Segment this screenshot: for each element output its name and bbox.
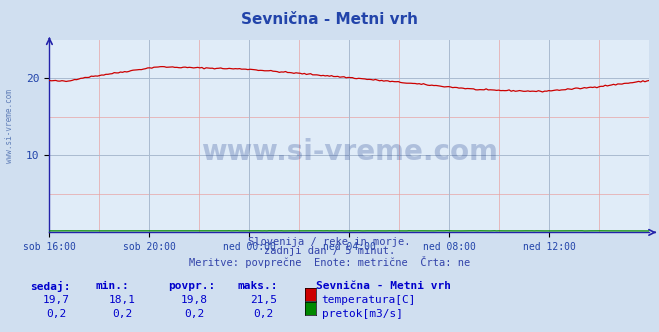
Text: sedaj:: sedaj: — [30, 281, 70, 291]
Text: www.si-vreme.com: www.si-vreme.com — [5, 89, 14, 163]
Text: 18,1: 18,1 — [109, 295, 135, 305]
Text: zadnji dan / 5 minut.: zadnji dan / 5 minut. — [264, 246, 395, 256]
Text: 21,5: 21,5 — [250, 295, 277, 305]
Text: Sevnična - Metni vrh: Sevnična - Metni vrh — [241, 12, 418, 27]
Text: www.si-vreme.com: www.si-vreme.com — [201, 137, 498, 166]
Text: temperatura[C]: temperatura[C] — [322, 295, 416, 305]
Text: Slovenija / reke in morje.: Slovenija / reke in morje. — [248, 237, 411, 247]
Text: 0,2: 0,2 — [254, 309, 273, 319]
Text: min.:: min.: — [96, 281, 129, 290]
Text: povpr.:: povpr.: — [168, 281, 215, 290]
Text: 19,8: 19,8 — [181, 295, 208, 305]
Text: Sevnična - Metni vrh: Sevnična - Metni vrh — [316, 281, 451, 290]
Text: Meritve: povprečne  Enote: metrične  Črta: ne: Meritve: povprečne Enote: metrične Črta:… — [189, 256, 470, 268]
Text: 0,2: 0,2 — [46, 309, 66, 319]
Text: 19,7: 19,7 — [43, 295, 69, 305]
Text: 0,2: 0,2 — [185, 309, 204, 319]
Text: pretok[m3/s]: pretok[m3/s] — [322, 309, 403, 319]
Text: maks.:: maks.: — [237, 281, 277, 290]
Text: 0,2: 0,2 — [112, 309, 132, 319]
